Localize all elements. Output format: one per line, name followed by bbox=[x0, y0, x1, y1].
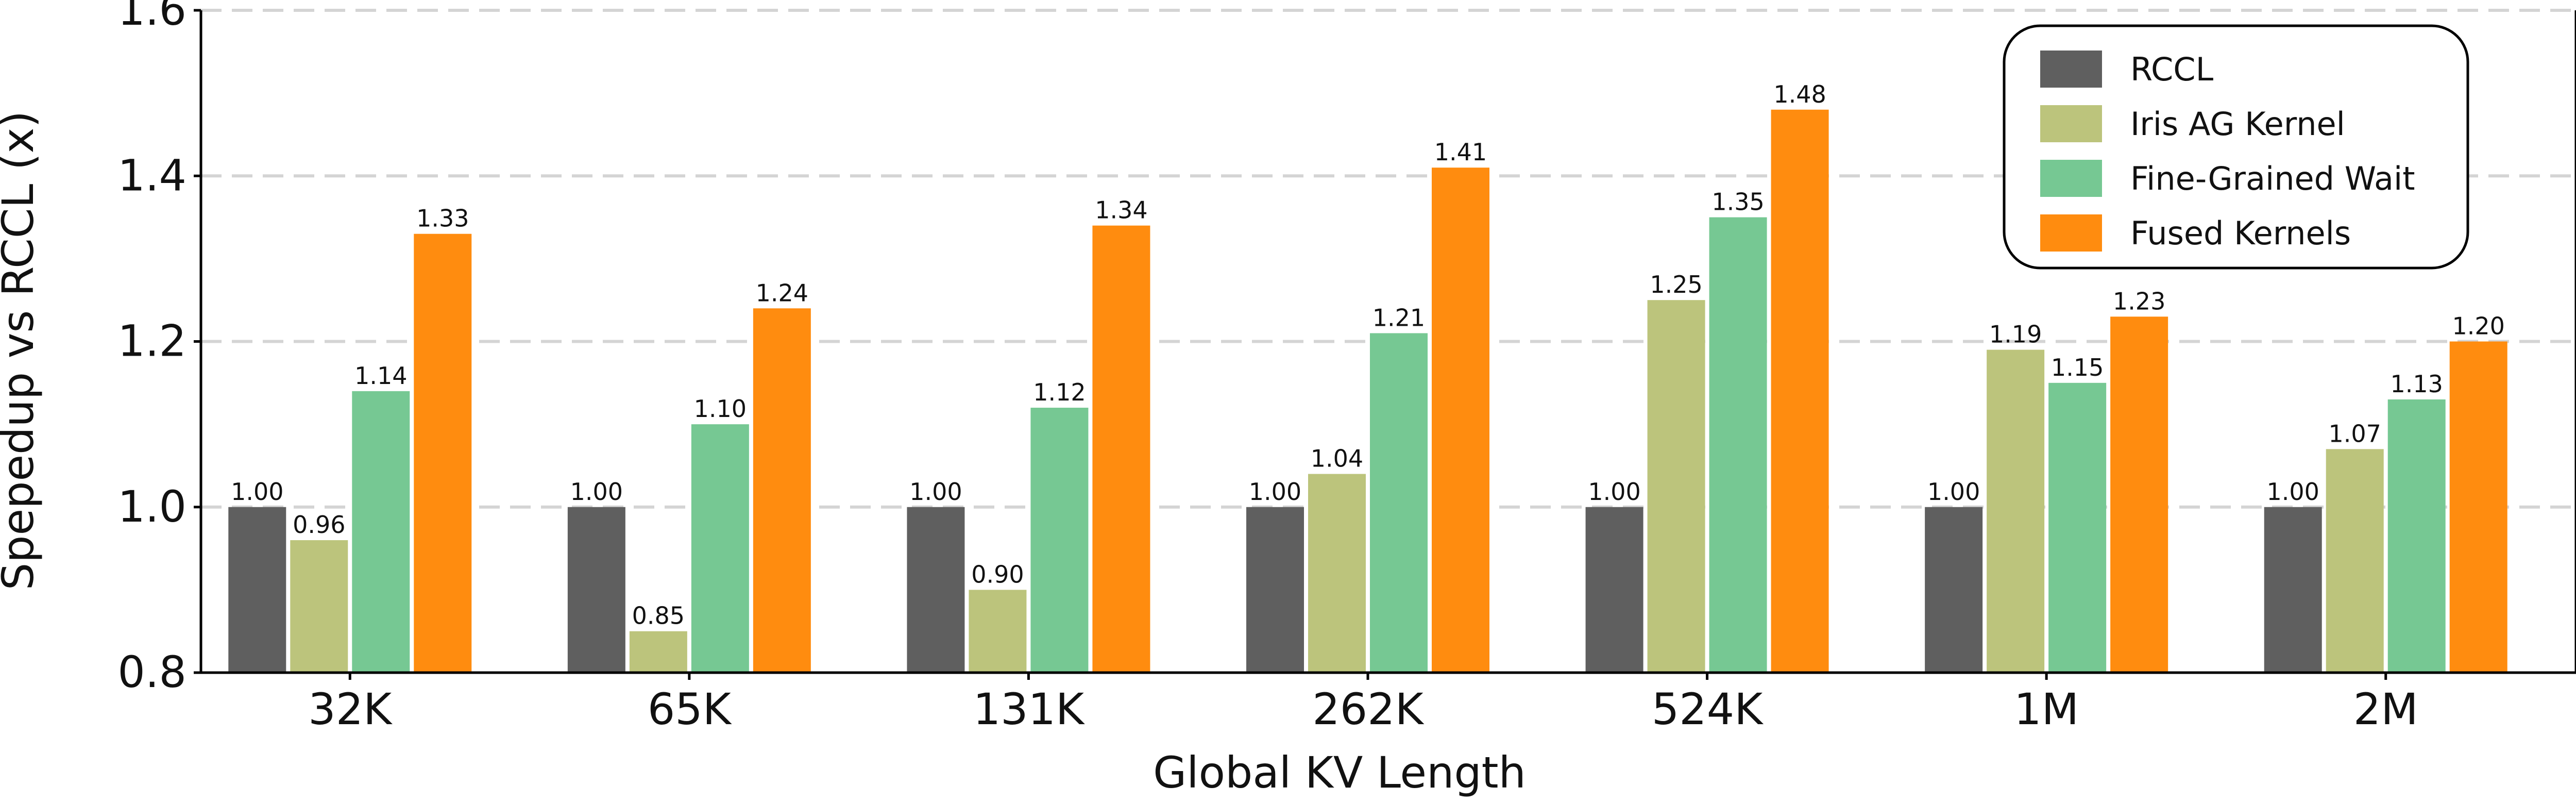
bar-32k-series-1 bbox=[290, 540, 348, 673]
bar-524k-series-2 bbox=[1709, 217, 1767, 673]
bar-131k-series-2 bbox=[1030, 408, 1089, 673]
bar-1m-series-0 bbox=[1925, 507, 1983, 673]
data-label: 1.00 bbox=[909, 478, 962, 506]
bar-65k-series-3 bbox=[753, 308, 811, 673]
y-tick-label: 0.8 bbox=[117, 647, 187, 697]
data-label: 1.00 bbox=[1249, 478, 1301, 506]
bar-2m-series-0 bbox=[2264, 507, 2322, 673]
data-label: 1.12 bbox=[1033, 378, 1086, 406]
legend-label: Fused Kernels bbox=[2130, 214, 2351, 252]
axes: 0.8 1.0 1.2 1.4 1.6 32K 65K 131K 262K 524K 1M 2M bbox=[117, 0, 2576, 734]
x-tick-label: 524K bbox=[1652, 684, 1764, 734]
data-label: 1.23 bbox=[2113, 287, 2165, 315]
bar-65k-series-0 bbox=[567, 507, 625, 673]
bar-1m-series-3 bbox=[2110, 316, 2168, 673]
bar-2m-series-3 bbox=[2449, 341, 2507, 673]
data-label: 1.25 bbox=[1650, 271, 1702, 298]
legend: RCCL Iris AG Kernel Fine-Grained Wait Fused… bbox=[2003, 24, 2469, 270]
bar-524k-series-3 bbox=[1771, 109, 1829, 673]
x-tick-label: 2M bbox=[2353, 684, 2418, 734]
bar-32k-series-0 bbox=[228, 507, 286, 673]
data-label: 1.21 bbox=[1372, 304, 1425, 331]
data-label: 1.48 bbox=[1773, 80, 1826, 108]
x-tick-label: 131K bbox=[973, 684, 1085, 734]
y-axis-title: Spepedup vs RCCL (x) bbox=[0, 111, 43, 590]
bars bbox=[228, 109, 2507, 673]
bar-262k-series-2 bbox=[1370, 333, 1428, 673]
bar-262k-series-0 bbox=[1246, 507, 1304, 673]
data-label: 1.07 bbox=[2329, 420, 2381, 447]
data-label: 1.00 bbox=[231, 478, 283, 506]
data-label: 1.04 bbox=[1311, 445, 1363, 473]
data-label: 1.15 bbox=[2051, 354, 2104, 381]
bar-65k-series-2 bbox=[691, 424, 749, 673]
bar-131k-series-1 bbox=[969, 590, 1027, 673]
data-label: 1.13 bbox=[2391, 370, 2443, 398]
data-label: 1.00 bbox=[2267, 478, 2319, 506]
bar-262k-series-3 bbox=[1432, 168, 1489, 673]
bar-524k-series-1 bbox=[1647, 300, 1705, 673]
legend-swatch bbox=[2040, 214, 2102, 252]
x-tick-label: 1M bbox=[2014, 684, 2079, 734]
data-label: 0.96 bbox=[293, 511, 345, 539]
data-label: 1.00 bbox=[1588, 478, 1640, 506]
data-label: 1.33 bbox=[416, 205, 469, 232]
data-label: 1.10 bbox=[694, 395, 747, 423]
data-labels: 1.00 0.96 1.14 1.33 1.00 0.85 1.10 1.24 1.00 0.90… bbox=[231, 80, 2505, 630]
y-tick-label: 1.6 bbox=[117, 0, 187, 35]
data-label: 1.41 bbox=[1434, 138, 1487, 166]
legend-label: Fine-Grained Wait bbox=[2130, 160, 2415, 197]
legend-label: Iris AG Kernel bbox=[2130, 105, 2345, 143]
data-label: 1.24 bbox=[756, 279, 808, 307]
bar-2m-series-2 bbox=[2387, 399, 2446, 673]
data-label: 1.00 bbox=[570, 478, 623, 506]
data-label: 1.19 bbox=[1989, 321, 2042, 348]
y-tick-label: 1.4 bbox=[117, 150, 187, 201]
bar-2m-series-1 bbox=[2326, 449, 2384, 673]
y-tick-label: 1.0 bbox=[117, 481, 187, 532]
bar-131k-series-0 bbox=[907, 507, 965, 673]
legend-label: RCCL bbox=[2130, 51, 2214, 88]
y-tick-label: 1.2 bbox=[117, 316, 187, 366]
bar-32k-series-2 bbox=[352, 391, 410, 673]
legend-swatch bbox=[2040, 105, 2102, 142]
data-label: 1.34 bbox=[1095, 196, 1147, 224]
legend-swatch bbox=[2040, 51, 2102, 88]
data-label: 0.85 bbox=[632, 602, 685, 630]
bar-524k-series-0 bbox=[1585, 507, 1643, 673]
data-label: 1.14 bbox=[354, 362, 407, 390]
x-tick-label: 65K bbox=[648, 684, 732, 734]
bar-32k-series-3 bbox=[414, 233, 472, 673]
data-label: 1.35 bbox=[1711, 188, 1764, 216]
bar-1m-series-2 bbox=[2048, 382, 2107, 673]
bar-65k-series-1 bbox=[629, 631, 687, 673]
data-label: 1.20 bbox=[2452, 312, 2505, 340]
x-axis-title: Global KV Length bbox=[1153, 747, 1526, 798]
data-label: 1.00 bbox=[1927, 478, 1980, 506]
legend-swatch bbox=[2040, 160, 2102, 197]
bar-1m-series-1 bbox=[1987, 349, 2045, 673]
x-tick-label: 32K bbox=[308, 684, 393, 734]
bar-131k-series-3 bbox=[1092, 225, 1150, 673]
legend-box bbox=[2003, 24, 2469, 270]
bar-262k-series-1 bbox=[1308, 474, 1366, 673]
x-tick-label: 262K bbox=[1312, 684, 1424, 734]
data-label: 0.90 bbox=[971, 560, 1024, 588]
